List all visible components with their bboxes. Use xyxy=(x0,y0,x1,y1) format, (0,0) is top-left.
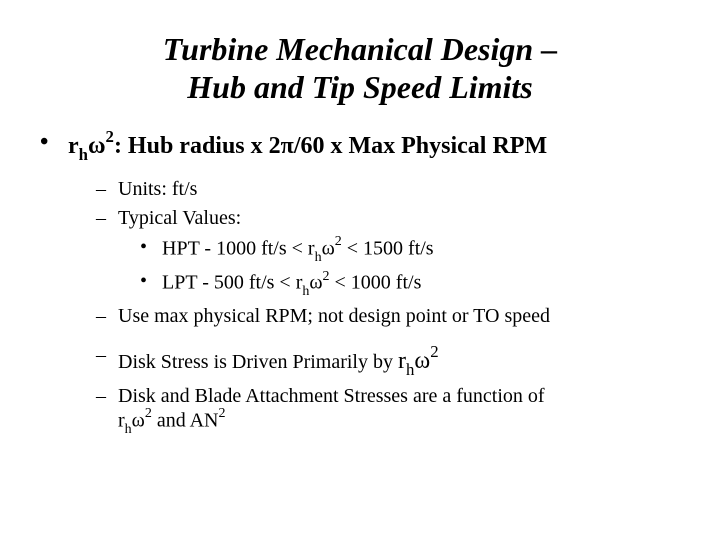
slide: Turbine Mechanical Design – Hub and Tip … xyxy=(0,0,720,462)
dash-marker: – xyxy=(96,207,118,230)
bullet-level2: – Units: ft/s xyxy=(96,178,680,201)
bullet-level2: – Use max physical RPM; not design point… xyxy=(96,305,680,328)
slide-title: Turbine Mechanical Design – Hub and Tip … xyxy=(40,30,680,107)
bullet-text: HPT - 1000 ft/s < rhω2 < 1500 ft/s xyxy=(162,236,434,265)
bullet-level3: • HPT - 1000 ft/s < rhω2 < 1500 ft/s xyxy=(140,236,680,265)
bullet-text: Disk and Blade Attachment Stresses are a… xyxy=(118,385,545,437)
bullet-level3: • LPT - 500 ft/s < rhω2 < 1000 ft/s xyxy=(140,270,680,299)
bullet-marker: • xyxy=(40,129,68,164)
bullet-level2: – Disk and Blade Attachment Stresses are… xyxy=(96,385,680,437)
dash-marker: – xyxy=(96,344,118,379)
bullet-text: rhω2: Hub radius x 2π/60 x Max Physical … xyxy=(68,129,547,164)
spacer xyxy=(40,334,680,344)
dash-marker: – xyxy=(96,385,118,437)
title-line1: Turbine Mechanical Design – xyxy=(163,31,557,67)
bullet-marker: • xyxy=(140,236,162,265)
title-line2: Hub and Tip Speed Limits xyxy=(187,69,533,105)
bullet-text: LPT - 500 ft/s < rhω2 < 1000 ft/s xyxy=(162,270,421,299)
dash-marker: – xyxy=(96,178,118,201)
bullet-text: Typical Values: xyxy=(118,207,241,230)
dash-marker: – xyxy=(96,305,118,328)
bullet-marker: • xyxy=(140,270,162,299)
bullet-level2: – Disk Stress is Driven Primarily by rhω… xyxy=(96,344,680,379)
bullet-text: Use max physical RPM; not design point o… xyxy=(118,305,550,328)
bullet-level2: – Typical Values: xyxy=(96,207,680,230)
bullet-level1: • rhω2: Hub radius x 2π/60 x Max Physica… xyxy=(40,129,680,164)
bullet-text: Units: ft/s xyxy=(118,178,197,201)
bullet-text: Disk Stress is Driven Primarily by rhω2 xyxy=(118,344,439,379)
